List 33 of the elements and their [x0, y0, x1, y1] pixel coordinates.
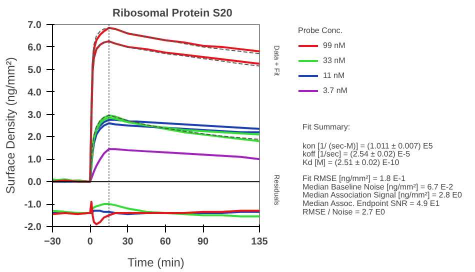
legend-label: 99 nM	[323, 40, 346, 51]
y-tick-label: 1.0	[28, 154, 42, 166]
text: RMSE / Noise = 2.7 E0	[302, 207, 386, 216]
text: kon [1/ (sec-M)] = (1.011 ± 0.007) E5	[302, 141, 434, 150]
y-tick-label: -1.0	[24, 200, 42, 211]
text: koff [1/sec] = (2.54 ± 0.02) E-5	[302, 150, 411, 159]
legend-title: Probe Conc.	[298, 26, 344, 35]
y-tick-label: 6.0	[28, 42, 42, 54]
x-tick-label: −30	[44, 236, 62, 248]
y-tick-label: -2.0	[24, 222, 42, 233]
text: Median Baseline Noise [ng/mm²] = 6.7 E-2	[302, 182, 454, 192]
y-tick-label: 2.0	[28, 132, 42, 144]
x-tick-label: 135	[251, 236, 268, 248]
text: Fit Summary:	[302, 122, 350, 132]
legend-label: 33 nM	[323, 55, 346, 66]
x-tick-label: 90	[197, 236, 210, 248]
y-axis-title: Surface Density (ng/mm²)	[3, 57, 18, 194]
text: Median Association Signal [ng/mm²] = 2.8 E0	[302, 190, 462, 200]
text: Median Assoc. Endpoint SNR = 4.9 E1	[302, 199, 440, 208]
x-tick-label: 60	[160, 236, 172, 248]
chart-title: Ribosomal Protein S20	[112, 8, 232, 20]
y-tick-label: 3.0	[28, 110, 42, 121]
legend-label: 3.7 nM	[323, 85, 348, 96]
y-tick-label: 4.0	[28, 87, 42, 98]
y-tick-label: 5.0	[28, 64, 42, 76]
text: Fit RMSE [ng/mm²] = 1.8 E-1	[302, 174, 406, 183]
x-axis-title: Time (min)	[128, 256, 184, 270]
legend-label: 11 nM	[323, 70, 345, 81]
text: Kd [M] = (2.51 ± 0.02) E-10	[302, 158, 400, 168]
y-tick-label: 0.0	[28, 177, 42, 188]
x-tick-label: 30	[122, 236, 134, 248]
y-tick-label: 7.0	[28, 20, 42, 31]
x-tick-label: 0	[87, 236, 94, 248]
